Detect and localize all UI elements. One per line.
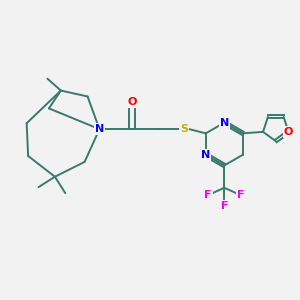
Text: F: F <box>237 190 244 200</box>
Text: F: F <box>204 190 212 200</box>
Text: S: S <box>180 124 188 134</box>
Text: N: N <box>201 150 210 160</box>
Text: N: N <box>95 124 104 134</box>
Text: O: O <box>284 127 293 137</box>
Text: F: F <box>220 201 228 211</box>
Text: N: N <box>220 118 229 128</box>
Text: O: O <box>128 98 137 107</box>
